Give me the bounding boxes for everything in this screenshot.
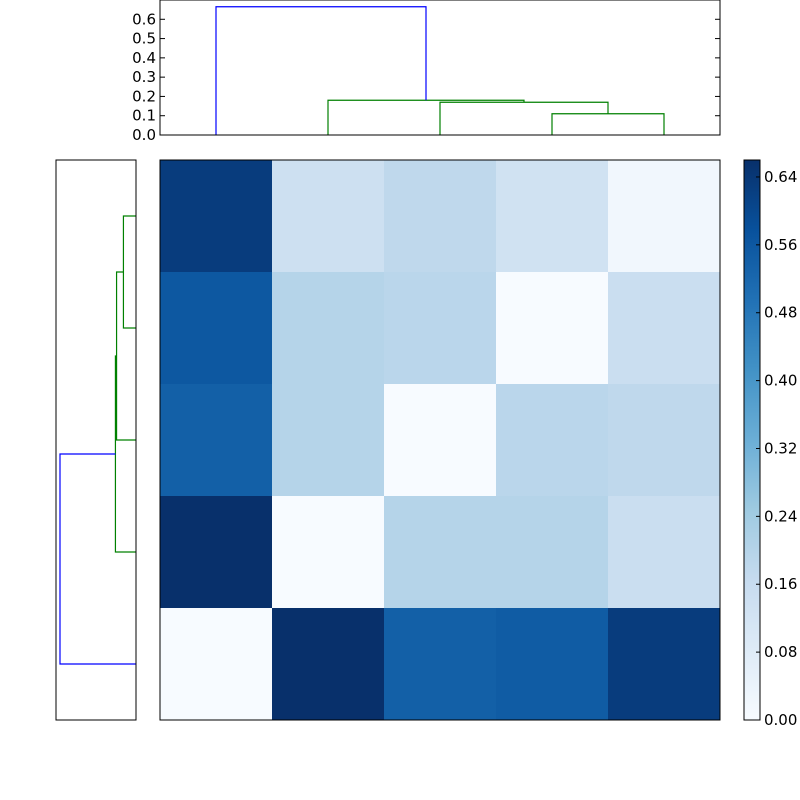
colorbar-tick-label-8: 0.64	[764, 168, 797, 186]
heatmap-cell-r0-c4	[608, 160, 721, 273]
heatmap-cell-r0-c3	[496, 160, 609, 273]
top-dendrogram-ytick-label-5: 0.5	[132, 30, 156, 48]
colorbar-tick-label-0: 0.00	[764, 711, 797, 729]
left-dendrogram	[55, 159, 137, 721]
colorbar: 0.00 0.08 0.16 0.24 0.32 0.40 0.48 0.56 0.64	[743, 159, 797, 729]
left-dendrogram-link-2	[114, 355, 136, 553]
heatmap-cell-r3-c0	[160, 496, 273, 609]
heatmap-cell-r2-c0	[160, 384, 273, 497]
colorbar-ticks: 0.00 0.08 0.16 0.24 0.32 0.40 0.48 0.56 0.64	[756, 168, 797, 729]
heatmap-cell-r2-c3	[496, 384, 609, 497]
left-dendrogram-link-3	[59, 453, 136, 665]
top-dendrogram-link-0	[551, 113, 665, 135]
left-dendrogram-links	[59, 215, 136, 665]
top-dendrogram-ytick-label-2: 0.2	[132, 87, 156, 105]
heatmap-cell-r1-c4	[608, 272, 721, 385]
heatmap-cell-r1-c3	[496, 272, 609, 385]
heatmap-cell-r2-c4	[608, 384, 721, 497]
heatmap-cell-r3-c2	[384, 496, 497, 609]
top-dendrogram-y-axis: 0.00.1 0.20.30.40.5 0.6	[132, 10, 720, 144]
heatmap-cell-r3-c4	[608, 496, 721, 609]
top-dendrogram-ytick-label-4: 0.4	[132, 49, 156, 67]
heatmap-cell-r1-c2	[384, 272, 497, 385]
heatmap-cell-r4-c1	[272, 608, 385, 721]
heatmap-cell-r1-c1	[272, 272, 385, 385]
heatmap-cell-r4-c2	[384, 608, 497, 721]
colorbar-tick-label-6: 0.48	[764, 304, 797, 322]
top-dendrogram-link-1	[439, 101, 609, 135]
colorbar-tick-label-5: 0.40	[764, 372, 797, 390]
colorbar-tick-label-1: 0.08	[764, 643, 797, 661]
colorbar-tick-label-2: 0.16	[764, 575, 797, 593]
top-dendrogram-link-3	[215, 6, 427, 135]
top-dendrogram-link-2	[327, 99, 525, 135]
heatmap-cell-r3-c1	[272, 496, 385, 609]
heatmap-cell-r4-c4	[608, 608, 721, 721]
heatmap-cell-r2-c2	[384, 384, 497, 497]
top-dendrogram-ytick-label-6: 0.6	[132, 10, 156, 28]
heatmap-cell-r0-c2	[384, 160, 497, 273]
left-dendrogram-link-0	[122, 215, 136, 329]
heatmap	[159, 159, 721, 721]
colorbar-tick-label-4: 0.32	[764, 439, 797, 457]
heatmap-cells	[160, 160, 721, 721]
heatmap-cell-r4-c0	[160, 608, 273, 721]
heatmap-cell-r3-c3	[496, 496, 609, 609]
top-dendrogram-links	[215, 6, 665, 135]
top-dendrogram: 0.00.1 0.20.30.40.5 0.6	[132, 0, 721, 144]
colorbar-tick-label-3: 0.24	[764, 507, 797, 525]
top-dendrogram-ytick-label-1: 0.1	[132, 107, 156, 125]
top-dendrogram-ytick-label-3: 0.3	[132, 68, 156, 86]
heatmap-cell-r1-c0	[160, 272, 273, 385]
heatmap-cell-r0-c0	[160, 160, 273, 273]
colorbar-gradient	[743, 159, 761, 721]
heatmap-frame	[159, 159, 721, 721]
heatmap-cell-r0-c1	[272, 160, 385, 273]
top-dendrogram-frame	[159, 0, 721, 136]
heatmap-cell-r4-c3	[496, 608, 609, 721]
left-dendrogram-frame	[55, 159, 137, 721]
colorbar-tick-label-7: 0.56	[764, 236, 797, 254]
top-dendrogram-ytick-label-0: 0.0	[132, 126, 156, 144]
left-dendrogram-link-1	[115, 271, 136, 441]
heatmap-cell-r2-c1	[272, 384, 385, 497]
